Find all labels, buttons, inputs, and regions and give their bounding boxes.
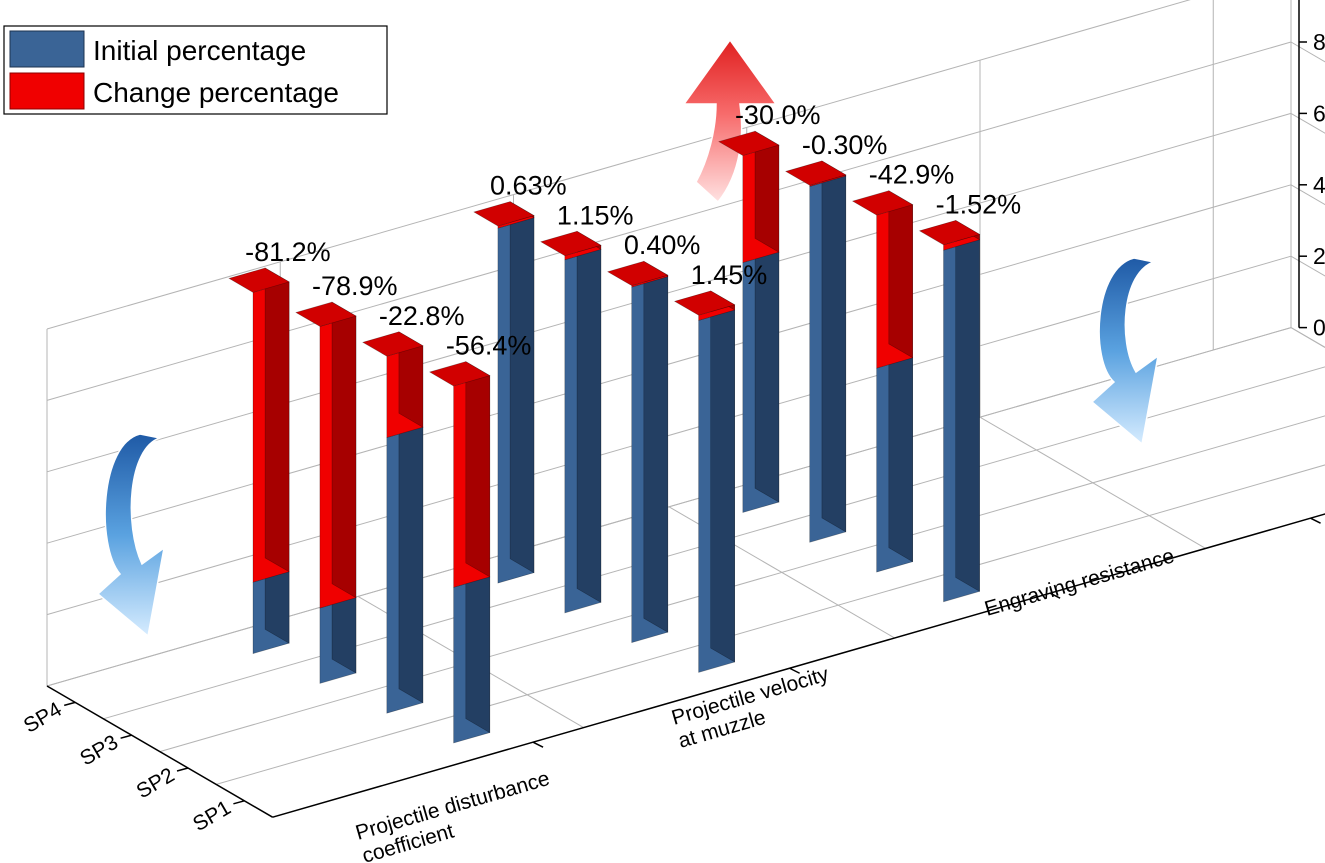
bar-change-top xyxy=(540,230,602,257)
data-label: -0.30% xyxy=(802,130,888,160)
data-label: 0.40% xyxy=(624,230,701,260)
value-tick-label: 80 xyxy=(1313,29,1325,55)
bar-initial-side xyxy=(888,343,914,563)
bar-change-side xyxy=(331,301,357,599)
bar-change-top xyxy=(918,220,981,246)
data-label: -22.8% xyxy=(379,301,465,331)
depth-tick xyxy=(120,734,132,739)
trend-arrows xyxy=(96,38,1160,638)
legend-swatch-change xyxy=(9,72,85,110)
bar-initial-side xyxy=(955,225,980,592)
bar-sp1-group2 xyxy=(673,290,736,673)
data-label: 1.45% xyxy=(691,260,768,290)
floor-gridline xyxy=(1290,327,1325,348)
legend-swatch-initial xyxy=(9,30,85,68)
category-tick xyxy=(532,741,544,748)
bar-change-side xyxy=(264,267,290,573)
bar-change-top xyxy=(606,260,669,286)
data-label: -81.2% xyxy=(245,237,331,267)
legend: Initial percentage Change percentage xyxy=(3,25,388,115)
category-label: Projectile disturbancecoefficient xyxy=(353,767,559,863)
category-tick xyxy=(1310,517,1321,524)
bar-sp3-group1 xyxy=(295,301,357,684)
depth-tick-label: SP4 xyxy=(20,698,66,738)
legend-entry-change: Change percentage xyxy=(93,77,339,108)
category-label: Projectile velocityat muzzle xyxy=(669,663,838,753)
bar-sp3-group3 xyxy=(784,160,847,543)
bar-initial-side xyxy=(576,234,602,603)
depth-axis xyxy=(46,685,273,818)
bar-initial-side xyxy=(398,412,424,704)
bar-change-top xyxy=(428,361,491,387)
value-tick-label: 0 xyxy=(1313,315,1325,341)
data-label: -42.9% xyxy=(869,160,955,190)
side-wall-gridline xyxy=(1290,327,1325,348)
bar-change-top xyxy=(295,301,357,327)
depth-tick-label: SP2 xyxy=(133,763,179,803)
bar-sp2-group3 xyxy=(851,190,914,573)
bar-change-top xyxy=(718,130,780,156)
depth-tick-label: SP3 xyxy=(76,731,122,771)
down-arrow-icon xyxy=(96,433,166,638)
value-tick-label: 20 xyxy=(1313,243,1325,269)
bar-sp1-group3 xyxy=(918,219,981,603)
depth-tick xyxy=(233,800,245,805)
data-label: 0.63% xyxy=(490,171,567,201)
bar-sp4-group3 xyxy=(718,130,780,513)
bar-change-top xyxy=(784,160,847,186)
up-arrow-icon xyxy=(682,38,778,204)
back-wall-gridline xyxy=(46,0,1191,330)
depth-tick xyxy=(64,701,76,707)
bar-initial-side xyxy=(643,262,669,633)
data-label: 1.15% xyxy=(557,200,634,230)
data-label: -78.9% xyxy=(312,271,398,301)
value-tick-label: 60 xyxy=(1313,100,1325,126)
bars xyxy=(228,130,981,744)
bar-sp3-group2 xyxy=(540,230,602,614)
bar-change-top xyxy=(473,201,535,227)
bar-change-side xyxy=(465,361,491,578)
legend-entry-initial: Initial percentage xyxy=(93,35,306,66)
data-label: -56.4% xyxy=(446,331,532,361)
bar-initial-side xyxy=(465,562,491,734)
bar-sp2-group2 xyxy=(606,260,669,643)
depth-tick-label: SP1 xyxy=(189,796,235,836)
bar-change-top xyxy=(673,290,736,316)
down-arrow-icon xyxy=(1090,257,1160,446)
bar-change-top xyxy=(228,267,290,293)
bar-initial-side xyxy=(821,161,847,533)
category-axis xyxy=(272,513,1325,818)
bar-change-side xyxy=(888,190,914,359)
axes xyxy=(46,0,1325,818)
data-label: -1.52% xyxy=(936,189,1022,219)
bar-change-top xyxy=(851,190,914,216)
bar-change-top xyxy=(362,331,424,357)
bar-sp4-group1 xyxy=(228,267,290,654)
category-tick xyxy=(789,667,800,674)
value-tick-label: 40 xyxy=(1313,172,1325,198)
category-tick xyxy=(1049,592,1061,599)
floor-gridline xyxy=(979,416,1206,549)
bar-sp4-group2 xyxy=(473,201,535,584)
data-label: -30.0% xyxy=(735,100,821,130)
bar-initial-side xyxy=(509,203,535,574)
bar-sp1-group1 xyxy=(428,361,491,744)
bar-sp2-group1 xyxy=(362,331,424,714)
depth-tick xyxy=(176,767,189,772)
bar-initial-side xyxy=(710,295,736,663)
